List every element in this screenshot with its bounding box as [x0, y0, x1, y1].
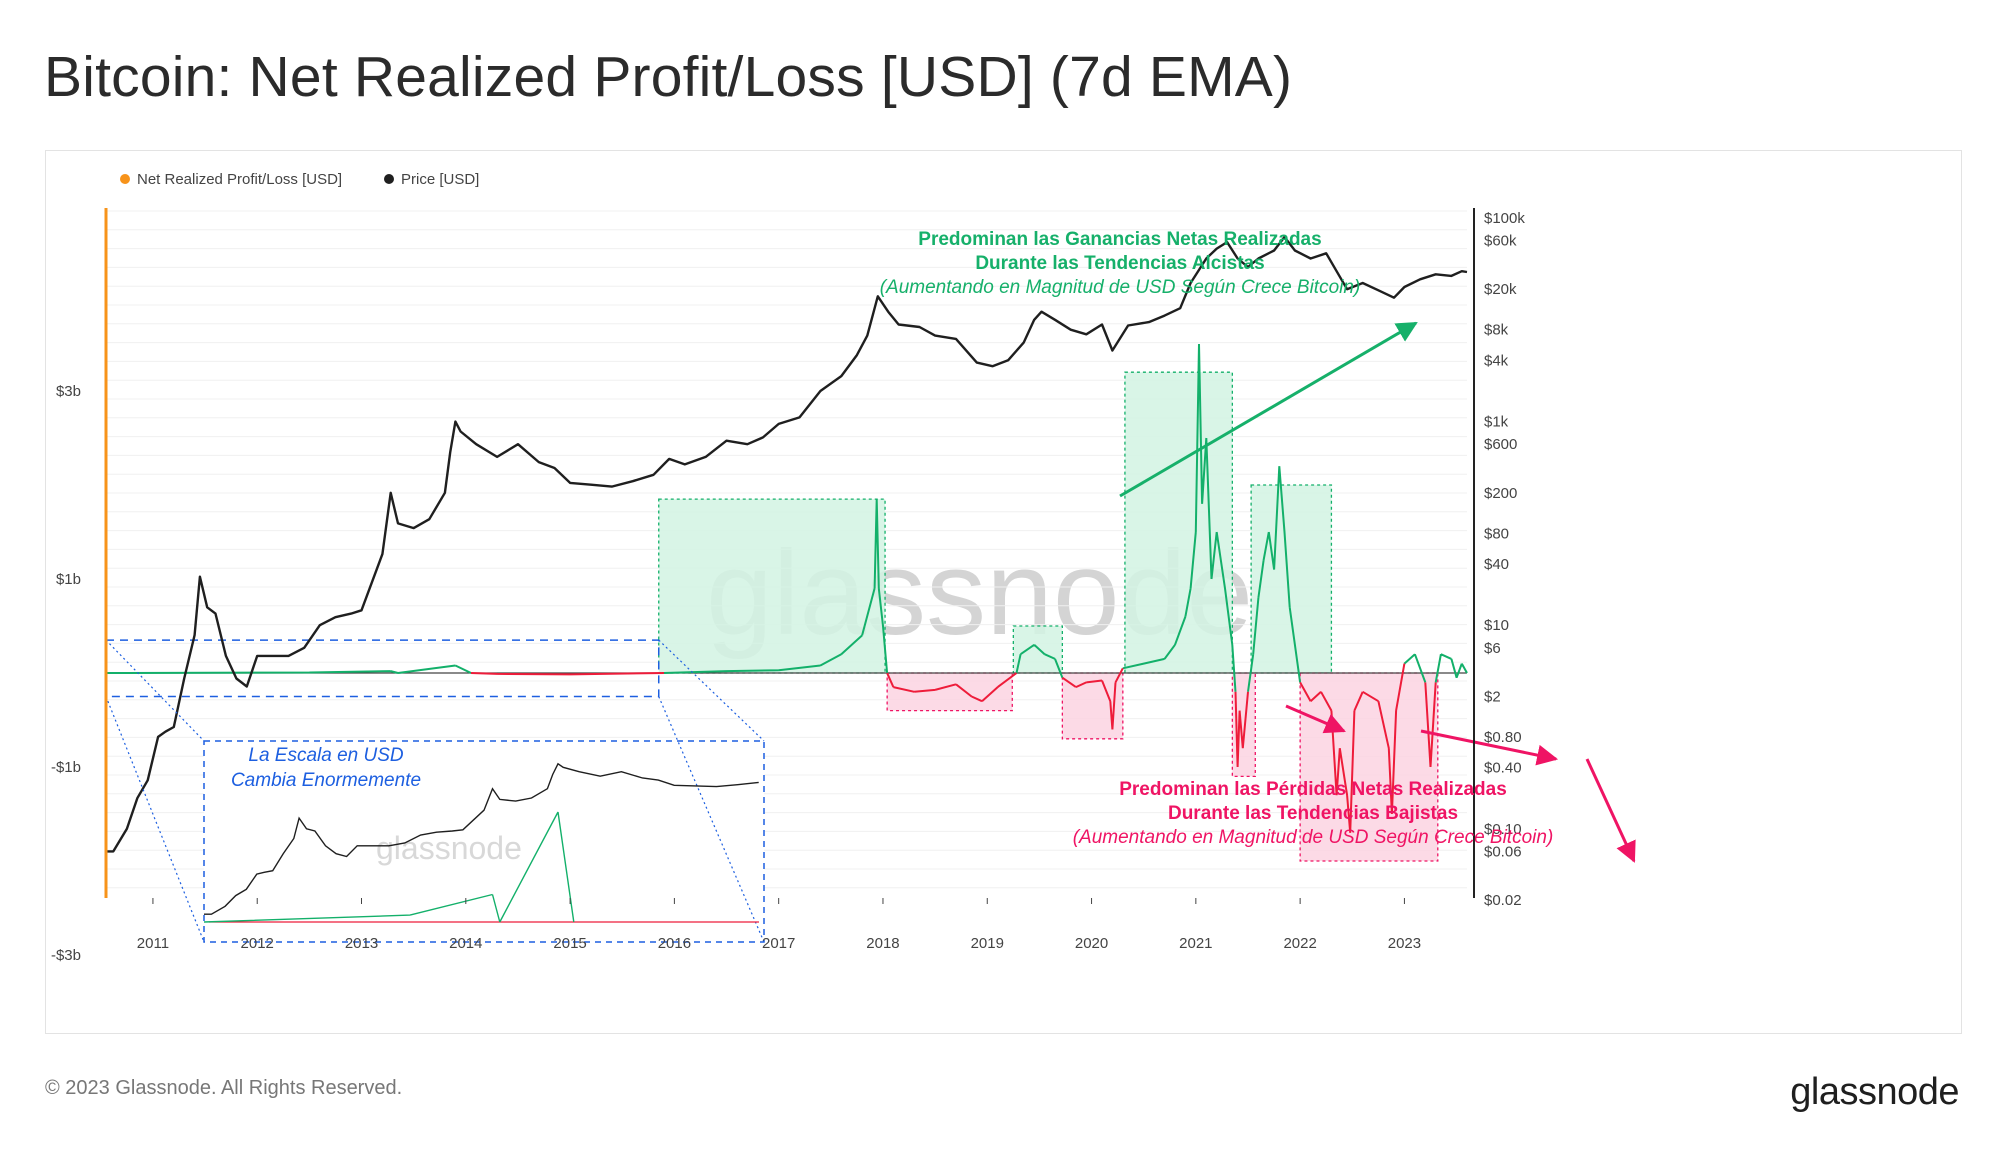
price-line — [106, 235, 1468, 853]
series-layer — [105, 235, 1468, 853]
zoom-source-box — [105, 639, 660, 698]
x-tick-label: 2022 — [1283, 935, 1316, 952]
right-tick-label: $8k — [1484, 322, 1509, 339]
left-tick-label: -$1b — [51, 759, 81, 776]
legend-nrpl-label: Net Realized Profit/Loss [USD] — [137, 171, 342, 188]
page-title: Bitcoin: Net Realized Profit/Loss [USD] … — [44, 45, 1293, 109]
zoom-connector — [105, 639, 205, 742]
x-axis-ticks: 2011 2012 2013 2014 2015 2016 2017 2018 2019 2020… — [137, 898, 1421, 952]
x-tick-label: 2023 — [1388, 935, 1421, 952]
nrpl-loss-line — [470, 663, 1437, 833]
right-tick-label: $40 — [1484, 556, 1509, 573]
chart-panel: Net Realized Profit/Loss [USD] Price [US… — [45, 150, 1962, 1034]
footer-copyright: © 2023 Glassnode. All Rights Reserved. — [45, 1077, 403, 1099]
loss-title-line2: Durante las Tendencias Bajistas — [1168, 803, 1458, 824]
loss-highlight-box — [1299, 672, 1439, 862]
x-tick-label: 2017 — [762, 935, 795, 952]
loss-arrow — [1420, 729, 1559, 766]
right-tick-label: $0.80 — [1484, 729, 1522, 746]
right-tick-label: $4k — [1484, 352, 1509, 369]
nrpl-profit-line — [105, 343, 1468, 692]
inset-zoom: glassnode — [105, 639, 765, 943]
profit-highlight-box — [1124, 371, 1233, 674]
x-tick-label: 2019 — [971, 935, 1004, 952]
x-tick-label: 2014 — [449, 935, 482, 952]
x-tick-label: 2021 — [1179, 935, 1212, 952]
x-tick-label: 2013 — [345, 935, 378, 952]
profit-subtitle: (Aumentando en Magnitud de USD Según Cre… — [880, 277, 1361, 298]
x-tick-label: 2011 — [137, 935, 169, 952]
left-axis-ticks: $3b $1b -$1b -$3b — [51, 383, 81, 964]
right-tick-label: $6 — [1484, 640, 1501, 657]
profit-arrow — [1119, 321, 1418, 498]
right-tick-label: $100k — [1484, 210, 1525, 227]
axes — [104, 208, 1636, 898]
right-tick-label: $0.02 — [1484, 892, 1522, 909]
legend-nrpl-marker — [120, 174, 130, 184]
inset-watermark: glassnode — [376, 830, 522, 866]
scale-note-line2: Cambia Enormemente — [231, 770, 421, 791]
chart-svg: Net Realized Profit/Loss [USD] Price [US… — [51, 171, 1636, 964]
zoom-connector — [658, 639, 765, 742]
profit-annotation: Predominan las Ganancias Netas Realizada… — [880, 229, 1361, 298]
profit-highlight-box — [658, 498, 886, 674]
profit-title-line1: Predominan las Ganancias Netas Realizada… — [918, 229, 1321, 250]
right-tick-label: $0.10 — [1484, 821, 1522, 838]
profit-highlight-box — [1250, 484, 1333, 674]
right-tick-label: $60k — [1484, 233, 1517, 250]
loss-annotation: Predominan las Pérdidas Netas Realizadas… — [1073, 779, 1554, 848]
right-tick-label: $1k — [1484, 414, 1509, 431]
loss-title-line1: Predominan las Pérdidas Netas Realizadas — [1119, 779, 1507, 800]
legend: Net Realized Profit/Loss [USD] Price [US… — [120, 171, 479, 188]
inset-profit-line — [203, 811, 575, 923]
loss-arrow — [1285, 704, 1346, 734]
right-axis-ticks: $100k $60k $20k $8k $4k $1k $600 $200 $80 $40 $10 $… — [1484, 210, 1525, 909]
x-tick-label: 2016 — [658, 935, 691, 952]
x-tick-label: 2020 — [1075, 935, 1108, 952]
right-tick-label: $20k — [1484, 281, 1517, 298]
left-tick-label: -$3b — [51, 947, 81, 964]
right-tick-label: $2 — [1484, 688, 1501, 705]
left-tick-label: $1b — [56, 571, 81, 588]
loss-subtitle: (Aumentando en Magnitud de USD Según Cre… — [1073, 827, 1554, 848]
right-tick-label: $10 — [1484, 617, 1509, 634]
right-tick-label: $600 — [1484, 436, 1517, 453]
right-tick-label: $200 — [1484, 485, 1517, 502]
x-tick-label: 2012 — [241, 935, 274, 952]
footer-brand-logo: glassnode — [1790, 1071, 1959, 1113]
right-tick-label: $0.40 — [1484, 760, 1522, 777]
legend-price-marker — [384, 174, 394, 184]
profit-highlight-box — [1012, 625, 1064, 674]
scale-note-line1: La Escala en USD — [248, 745, 404, 766]
right-tick-label: $0.06 — [1484, 843, 1522, 860]
x-tick-label: 2018 — [866, 935, 899, 952]
highlight-boxes — [105, 371, 1439, 862]
x-tick-label: 2015 — [553, 935, 586, 952]
zoom-inset-box — [203, 740, 765, 943]
left-tick-label: $3b — [56, 383, 81, 400]
loss-arrow — [1585, 758, 1636, 863]
zoom-connector — [105, 696, 205, 943]
inset-price-line — [204, 762, 759, 915]
scale-annotation: La Escala en USD Cambia Enormemente — [231, 745, 421, 791]
legend-price-label: Price [USD] — [401, 171, 479, 188]
right-tick-label: $80 — [1484, 525, 1509, 542]
profit-title-line2: Durante las Tendencias Alcistas — [975, 253, 1264, 274]
